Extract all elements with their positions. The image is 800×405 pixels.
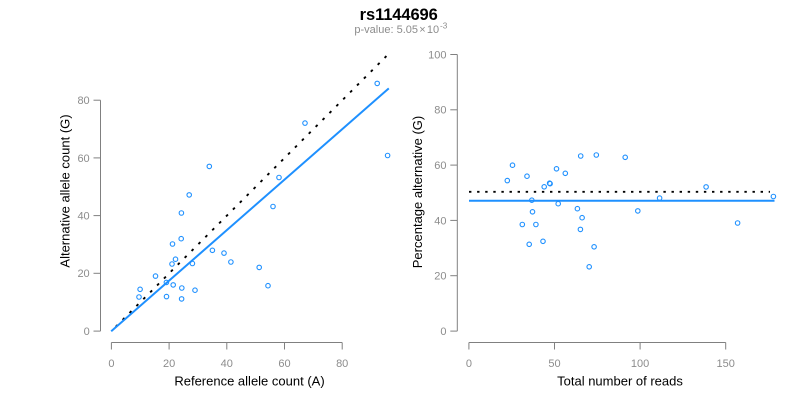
svg-text:40: 40 [221,358,233,370]
svg-text:80: 80 [336,358,348,370]
svg-text:Total number of reads: Total number of reads [557,374,683,389]
svg-text:Reference allele count (A): Reference allele count (A) [174,374,324,389]
svg-text:40: 40 [434,215,446,227]
svg-text:20: 20 [77,268,89,280]
svg-text:20: 20 [163,358,175,370]
svg-text:80: 80 [77,95,89,107]
svg-text:Percentage alternative (G): Percentage alternative (G) [410,116,425,268]
svg-text:0: 0 [84,326,90,338]
svg-text:60: 60 [434,160,446,172]
svg-text:Alternative allele count (G): Alternative allele count (G) [57,114,72,267]
svg-text:40: 40 [77,211,89,223]
svg-text:100: 100 [631,358,649,370]
svg-text:0: 0 [440,326,446,338]
svg-text:0: 0 [466,358,472,370]
svg-text:60: 60 [77,153,89,165]
svg-text:rs1144696: rs1144696 [360,6,438,24]
svg-text:0: 0 [108,358,114,370]
svg-text:100: 100 [428,49,446,61]
svg-text:150: 150 [717,358,735,370]
svg-text:p-value: 5.05×10-3: p-value: 5.05×10-3 [354,21,447,36]
svg-text:50: 50 [548,358,560,370]
svg-text:20: 20 [434,271,446,283]
svg-text:80: 80 [434,105,446,117]
svg-text:60: 60 [278,358,290,370]
